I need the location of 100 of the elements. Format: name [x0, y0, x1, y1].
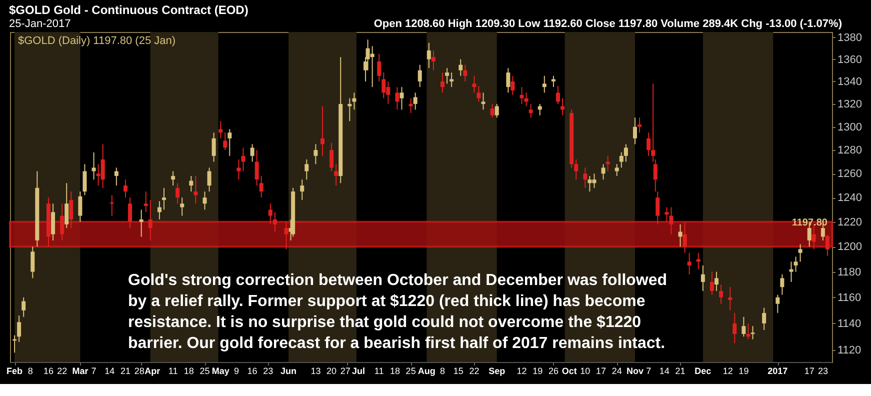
candlestick	[189, 175, 194, 192]
candlestick	[696, 252, 700, 270]
x-tick-label: 10	[580, 366, 590, 376]
x-tick-label: 12	[516, 366, 527, 376]
x-tick-label: 17	[596, 366, 606, 376]
candlestick	[762, 307, 766, 331]
candlestick	[710, 271, 714, 296]
y-tick-label: 1300	[838, 121, 862, 134]
candlestick	[556, 85, 560, 104]
candlestick	[719, 284, 724, 304]
candlestick	[171, 170, 176, 186]
candlestick	[490, 103, 494, 118]
candlestick	[528, 103, 533, 118]
x-tick-label: 13	[310, 366, 321, 376]
x-tick-label: Nov	[626, 366, 644, 376]
candlestick	[614, 164, 619, 176]
candlestick	[714, 271, 719, 292]
x-tick-label: 20	[326, 366, 337, 376]
y-tick-label: 1260	[838, 168, 862, 180]
candlestick	[92, 152, 96, 180]
candlestick	[426, 42, 431, 69]
candlestick	[218, 120, 223, 139]
y-tick-label: 1240	[838, 192, 862, 204]
candlestick	[284, 221, 288, 250]
y-tick-label: 1360	[838, 54, 862, 66]
candlestick	[236, 158, 241, 180]
candlestick	[334, 164, 338, 186]
x-tick-label: 23	[818, 366, 828, 376]
candlestick	[463, 64, 468, 82]
x-tick-label: 25	[200, 366, 210, 376]
text: Open 1208.60 High 1209.30 Low 1192.60 Close 1197.80 Volume 289.4K Chg -13.00 (-1.07%)	[374, 18, 842, 30]
candlestick	[798, 244, 802, 262]
x-tick-label: 15	[453, 366, 464, 376]
y-tick-label: 1220	[838, 216, 862, 228]
candlestick	[157, 200, 162, 220]
x-tick-label: 9	[234, 366, 239, 376]
candlestick	[638, 117, 642, 134]
candlestick	[300, 179, 304, 200]
candlestick	[588, 175, 592, 192]
candlestick	[114, 167, 118, 186]
x-tick-label: 21	[675, 366, 686, 376]
x-tick-label: 26	[548, 366, 558, 376]
candlestick	[742, 316, 746, 338]
x-tick-label: 16	[43, 366, 54, 376]
candlestick	[506, 68, 510, 94]
candlestick	[472, 75, 476, 94]
candlestick	[78, 191, 82, 222]
candlestick	[370, 46, 374, 88]
y-tick-label: 1120	[838, 344, 862, 356]
chart-subtitle: 25-Jan-2017	[9, 18, 71, 30]
annotation: $GOLD (Daily) 1197.80 (25 Jan)	[18, 35, 176, 47]
chart-title: $GOLD Gold - Continuous Contract (EOD)	[9, 3, 248, 17]
candlestick	[17, 315, 22, 342]
candlestick	[682, 221, 687, 254]
candlestick	[728, 286, 732, 311]
x-tick-label: Dec	[694, 366, 712, 376]
x-tick-label: 27	[340, 366, 350, 376]
candlestick	[476, 85, 481, 102]
candlestick	[241, 147, 246, 172]
candlestick	[180, 197, 184, 216]
candlestick	[542, 75, 546, 94]
x-tick-label: Mar	[72, 366, 89, 376]
candlestick	[162, 187, 166, 210]
candlestick	[458, 58, 463, 76]
candlestick	[450, 72, 454, 88]
candlestick	[382, 72, 386, 99]
candlestick	[494, 103, 499, 118]
candlestick	[510, 75, 515, 96]
x-tick-label: Apr	[144, 366, 161, 376]
x-tick-label: 18	[390, 366, 400, 376]
candlestick	[789, 261, 794, 282]
candlestick	[687, 252, 692, 275]
candlestick	[194, 175, 198, 204]
candlestick	[30, 246, 35, 279]
candlestick	[750, 326, 755, 340]
x-tick-label: 11	[168, 366, 178, 376]
x-tick-label: Oct	[562, 366, 577, 376]
candlestick	[330, 142, 334, 172]
candlestick	[664, 206, 669, 222]
annotation: Gold's strong correction between October and December was followed by a relief rally. Former support at $1220 (red thick line) has become resistance. It is no surprise that gold could not overcome the $1220 barrier. Our gold forecast for a bearish first half of 2017 remains intact.	[128, 272, 668, 352]
candlestick	[520, 86, 524, 104]
x-tick-label: Aug	[418, 366, 436, 376]
candlestick	[377, 53, 382, 82]
candlestick	[250, 144, 254, 162]
candlestick	[700, 264, 705, 292]
candlestick	[395, 86, 400, 110]
candlestick	[207, 167, 212, 192]
candlestick	[272, 212, 277, 232]
candlestick	[624, 144, 628, 162]
x-tick-label: Jun	[280, 366, 297, 376]
candlestick	[560, 98, 565, 116]
x-tick-label: 8	[440, 366, 446, 376]
y-tick-label: 1320	[838, 98, 862, 110]
candlestick	[780, 274, 784, 296]
x-tick-label: Jul	[352, 366, 365, 376]
candlestick	[144, 191, 148, 213]
candlestick	[51, 203, 56, 241]
x-tick-label: 25	[406, 366, 416, 376]
candlestick	[574, 158, 578, 180]
candlestick	[481, 92, 486, 110]
